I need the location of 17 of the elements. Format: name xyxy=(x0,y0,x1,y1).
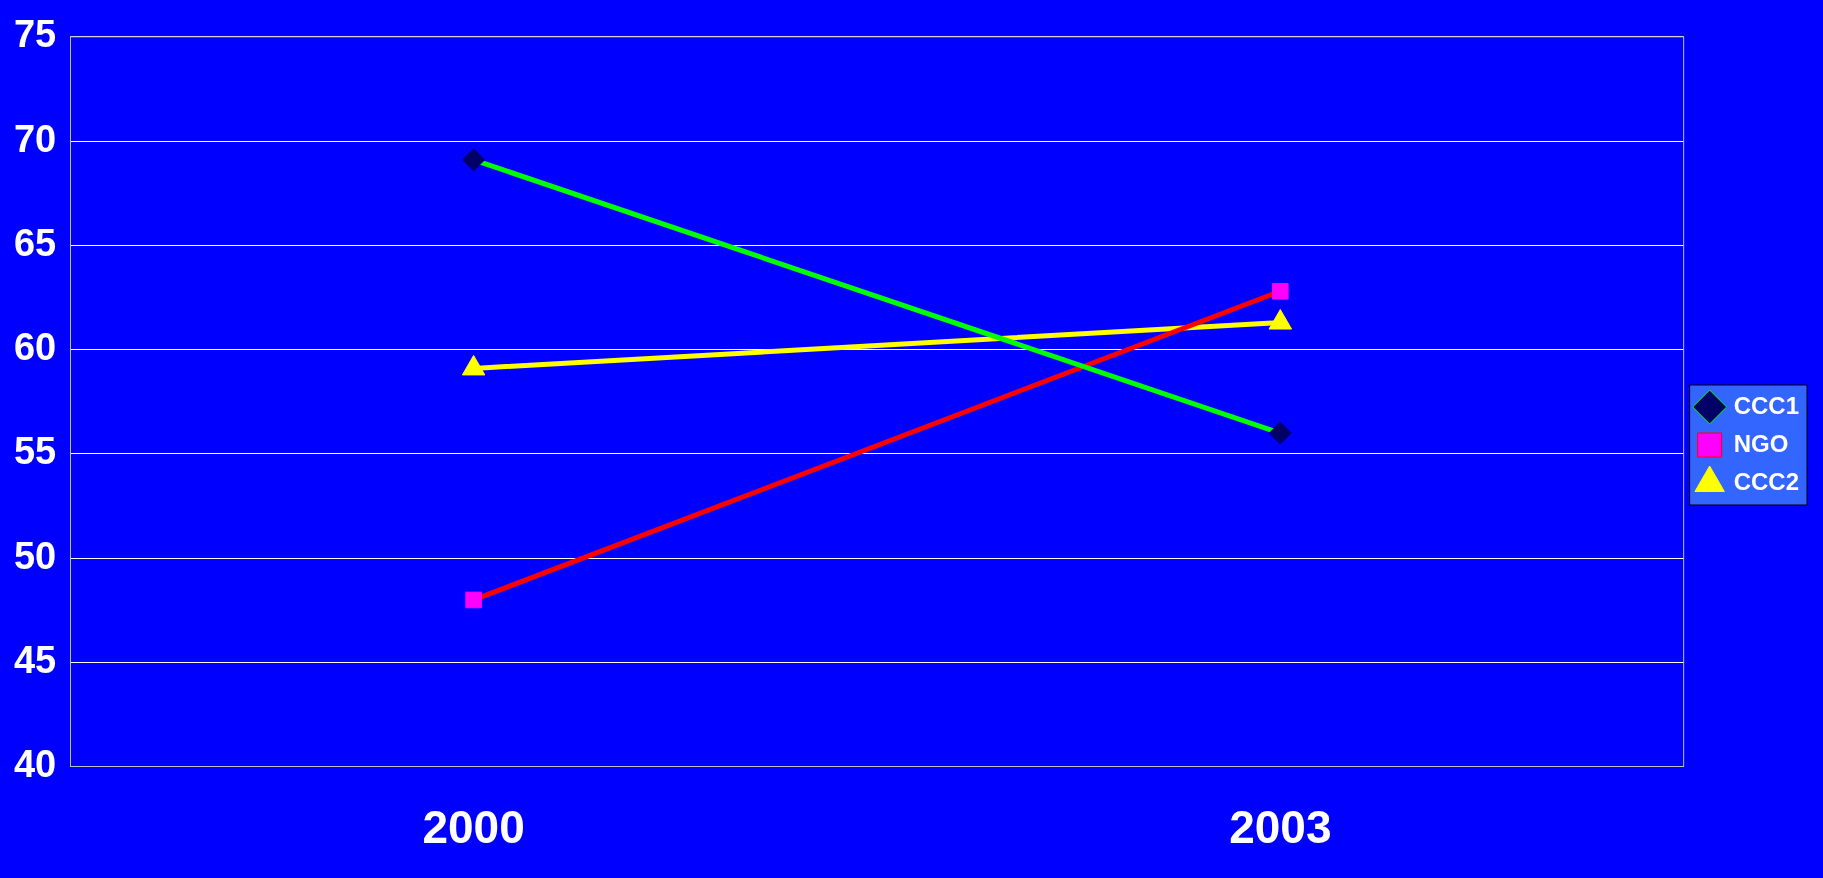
y-tick-label: 45 xyxy=(13,639,57,681)
point xyxy=(462,148,486,172)
point xyxy=(465,591,482,609)
x-tick-label: 2003 xyxy=(1229,801,1332,854)
legend-label: CCC1 xyxy=(1733,391,1799,419)
y-tick-label: 65 xyxy=(13,221,57,264)
y-tick-label: 55 xyxy=(13,430,57,473)
legend-label: NGO xyxy=(1733,429,1789,457)
y-tick-label: 60 xyxy=(13,326,57,369)
y-tick-label: 75 xyxy=(13,13,57,56)
x-tick-label: 2000 xyxy=(422,801,525,854)
y-tick-label: 70 xyxy=(13,117,57,160)
point xyxy=(1272,282,1289,300)
legend-label: CCC2 xyxy=(1733,467,1799,495)
y-tick-label: 50 xyxy=(13,534,57,577)
y-tick-label: 40 xyxy=(13,743,57,786)
point xyxy=(1268,421,1292,445)
